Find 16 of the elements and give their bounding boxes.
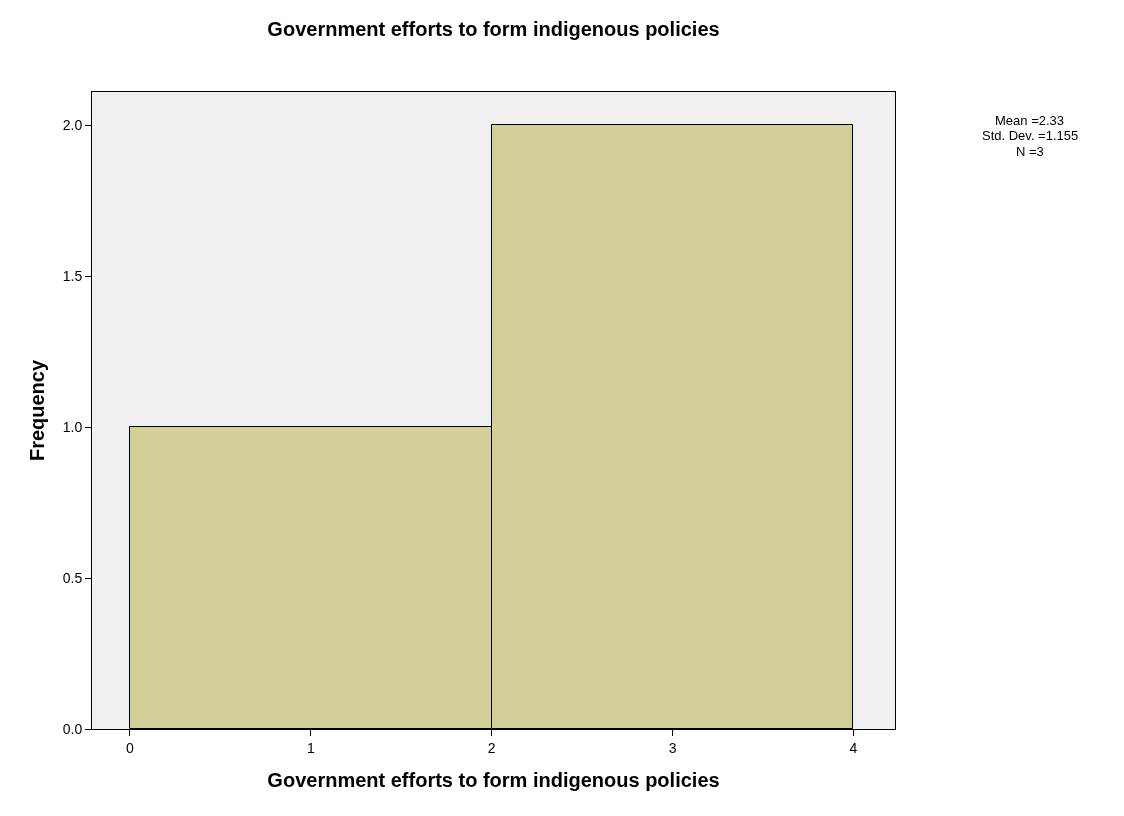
y-tick-label: 1.0	[62, 419, 83, 435]
x-axis-title: Government efforts to form indigenous policies	[267, 769, 720, 792]
x-tick-label: 2	[487, 739, 496, 756]
text: Std. Dev. =1.155	[982, 128, 1079, 143]
y-tick-label: 0.0	[62, 720, 83, 737]
y-tick-label: 0.5	[62, 569, 83, 586]
chart-title: Government efforts to form indigenous policies	[267, 17, 720, 40]
x-tick-label: 3	[668, 739, 677, 756]
x-tick-label: 4	[849, 739, 858, 756]
x-tick-label: 1	[306, 739, 315, 756]
text: N =3	[1016, 144, 1044, 159]
y-tick-label: 1.5	[62, 268, 83, 285]
text: Mean =2.33	[995, 113, 1065, 128]
y-axis-title: Frequency	[26, 359, 49, 462]
x-tick-label: 0	[126, 739, 135, 756]
y-tick-label: 2.0	[62, 117, 83, 134]
